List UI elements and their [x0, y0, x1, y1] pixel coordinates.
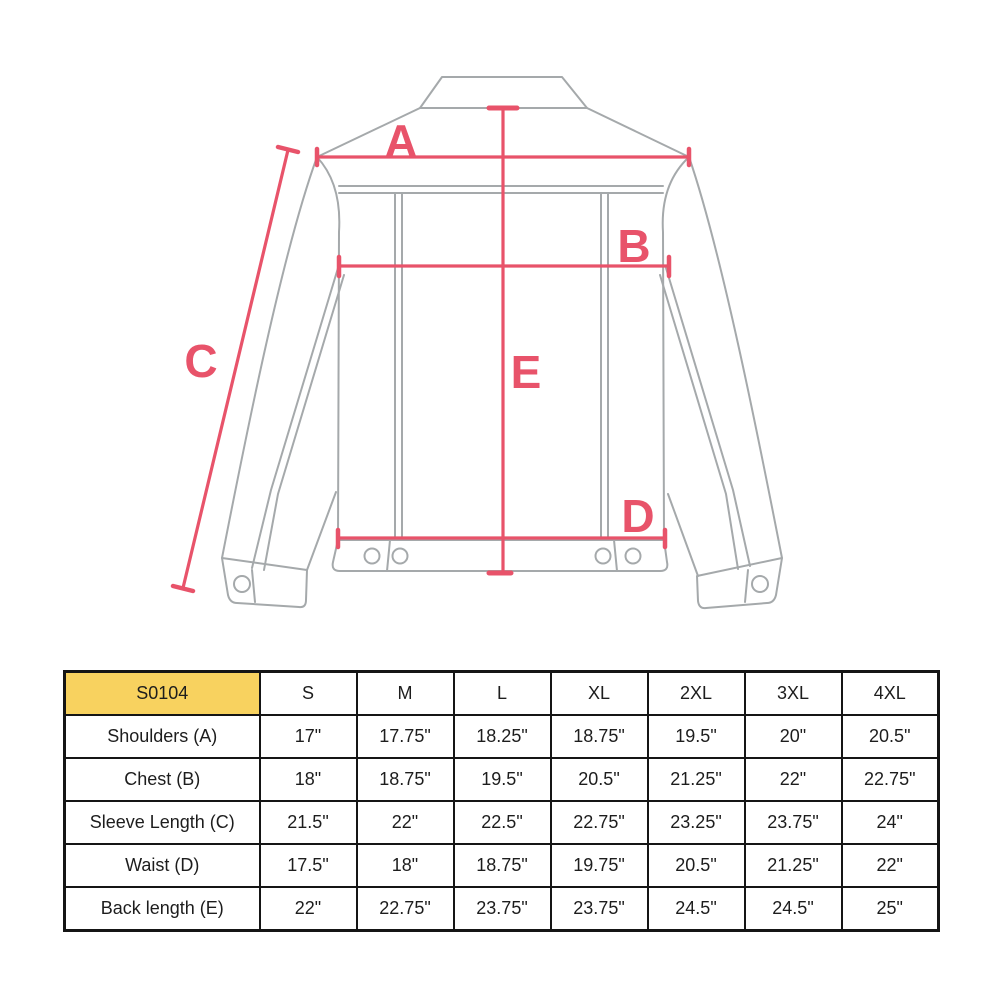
waist-button [594, 547, 612, 565]
cell: 22" [743, 757, 843, 802]
cell: 19.5" [646, 714, 746, 759]
sleeve-left-inner [306, 491, 337, 571]
waistband [331, 539, 669, 572]
jacket-outline [221, 76, 783, 610]
label-C: C [184, 335, 217, 387]
label-E: E [511, 346, 542, 398]
cell: 19.5" [452, 757, 552, 802]
cell: 22" [355, 800, 455, 845]
cell: 23.75" [549, 886, 649, 932]
cell: 20.5" [840, 714, 940, 759]
size-header-M: M [355, 670, 455, 716]
shoulder-line-right [586, 107, 690, 158]
sleeve-right-inner [667, 493, 699, 577]
product-code-cell: S0104 [63, 670, 261, 716]
cell: 25" [840, 886, 940, 932]
cell: 18.25" [452, 714, 552, 759]
waist-button [624, 547, 642, 565]
collar-shape [419, 76, 588, 109]
table-row-back-length: Back length (E) 22" 22.75" 23.75" 23.75"… [63, 886, 940, 932]
table-header-row: S0104 S M L XL 2XL 3XL 4XL [63, 670, 940, 716]
row-label: Back length (E) [63, 886, 261, 932]
cell: 18.75" [452, 843, 552, 888]
cell: 18" [355, 843, 455, 888]
cuff-left [221, 557, 308, 609]
measurement-lines [170, 105, 692, 594]
cell: 21.5" [258, 800, 358, 845]
row-label: Shoulders (A) [63, 714, 261, 759]
cell: 17.5" [258, 843, 358, 888]
measure-line-sleeve-C [170, 144, 301, 594]
cell: 17.75" [355, 714, 455, 759]
cell: 17" [258, 714, 358, 759]
cell: 22.5" [452, 800, 552, 845]
table-row-waist: Waist (D) 17.5" 18" 18.75" 19.75" 20.5" … [63, 843, 940, 888]
measurement-labels: A B C D E [184, 115, 654, 542]
cell: 23.75" [743, 800, 843, 845]
cell: 22" [258, 886, 358, 932]
size-header-2XL: 2XL [646, 670, 746, 716]
size-table-container: S0104 S M L XL 2XL 3XL 4XL Shoulders (A)… [63, 670, 940, 932]
label-A: A [384, 115, 417, 167]
cuff-left-placket [251, 569, 256, 603]
sleeve-left-seams [251, 267, 345, 571]
size-header-L: L [452, 670, 552, 716]
cell: 22.75" [549, 800, 649, 845]
cell: 20.5" [646, 843, 746, 888]
cell: 22.75" [840, 757, 940, 802]
cuff-right-placket [744, 569, 749, 603]
cell: 18.75" [549, 714, 649, 759]
waist-button [363, 547, 381, 565]
panel-seams [394, 192, 609, 541]
body-edge-left [316, 156, 341, 541]
cell: 20.5" [549, 757, 649, 802]
cell: 21.25" [646, 757, 746, 802]
cuff-right [696, 557, 783, 610]
sleeve-right-outer [688, 156, 783, 559]
shoulder-line-left [316, 107, 421, 158]
cell: 22" [840, 843, 940, 888]
cell: 20" [743, 714, 843, 759]
cell: 18.75" [355, 757, 455, 802]
cell: 24" [840, 800, 940, 845]
cell: 24.5" [646, 886, 746, 932]
waistband-separators [386, 539, 618, 572]
cuff-right-button [751, 575, 769, 593]
row-label: Chest (B) [63, 757, 261, 802]
body-edge-right [661, 156, 690, 541]
cuff-left-button [233, 575, 251, 593]
cell: 24.5" [743, 886, 843, 932]
cell: 23.25" [646, 800, 746, 845]
row-label: Sleeve Length (C) [63, 800, 261, 845]
cell: 21.25" [743, 843, 843, 888]
sleeve-right-seams [659, 267, 751, 570]
sleeve-left-outer [221, 156, 318, 559]
table-row-shoulders: Shoulders (A) 17" 17.75" 18.25" 18.75" 1… [63, 714, 940, 759]
size-header-XL: XL [549, 670, 649, 716]
size-header-S: S [258, 670, 358, 716]
size-table: S0104 S M L XL 2XL 3XL 4XL Shoulders (A)… [63, 670, 940, 932]
table-row-sleeve-length: Sleeve Length (C) 21.5" 22" 22.5" 22.75"… [63, 800, 940, 845]
label-D: D [621, 490, 654, 542]
row-label: Waist (D) [63, 843, 261, 888]
cell: 22.75" [355, 886, 455, 932]
yoke-seam [338, 185, 664, 194]
label-B: B [617, 220, 650, 272]
size-header-3XL: 3XL [743, 670, 843, 716]
cell: 23.75" [452, 886, 552, 932]
waist-button [391, 547, 409, 565]
size-header-4XL: 4XL [840, 670, 940, 716]
jacket-diagram: A B C D E [170, 76, 783, 610]
cell: 19.75" [549, 843, 649, 888]
measure-line-backlength-E [486, 105, 520, 576]
cell: 18" [258, 757, 358, 802]
table-row-chest: Chest (B) 18" 18.75" 19.5" 20.5" 21.25" … [63, 757, 940, 802]
